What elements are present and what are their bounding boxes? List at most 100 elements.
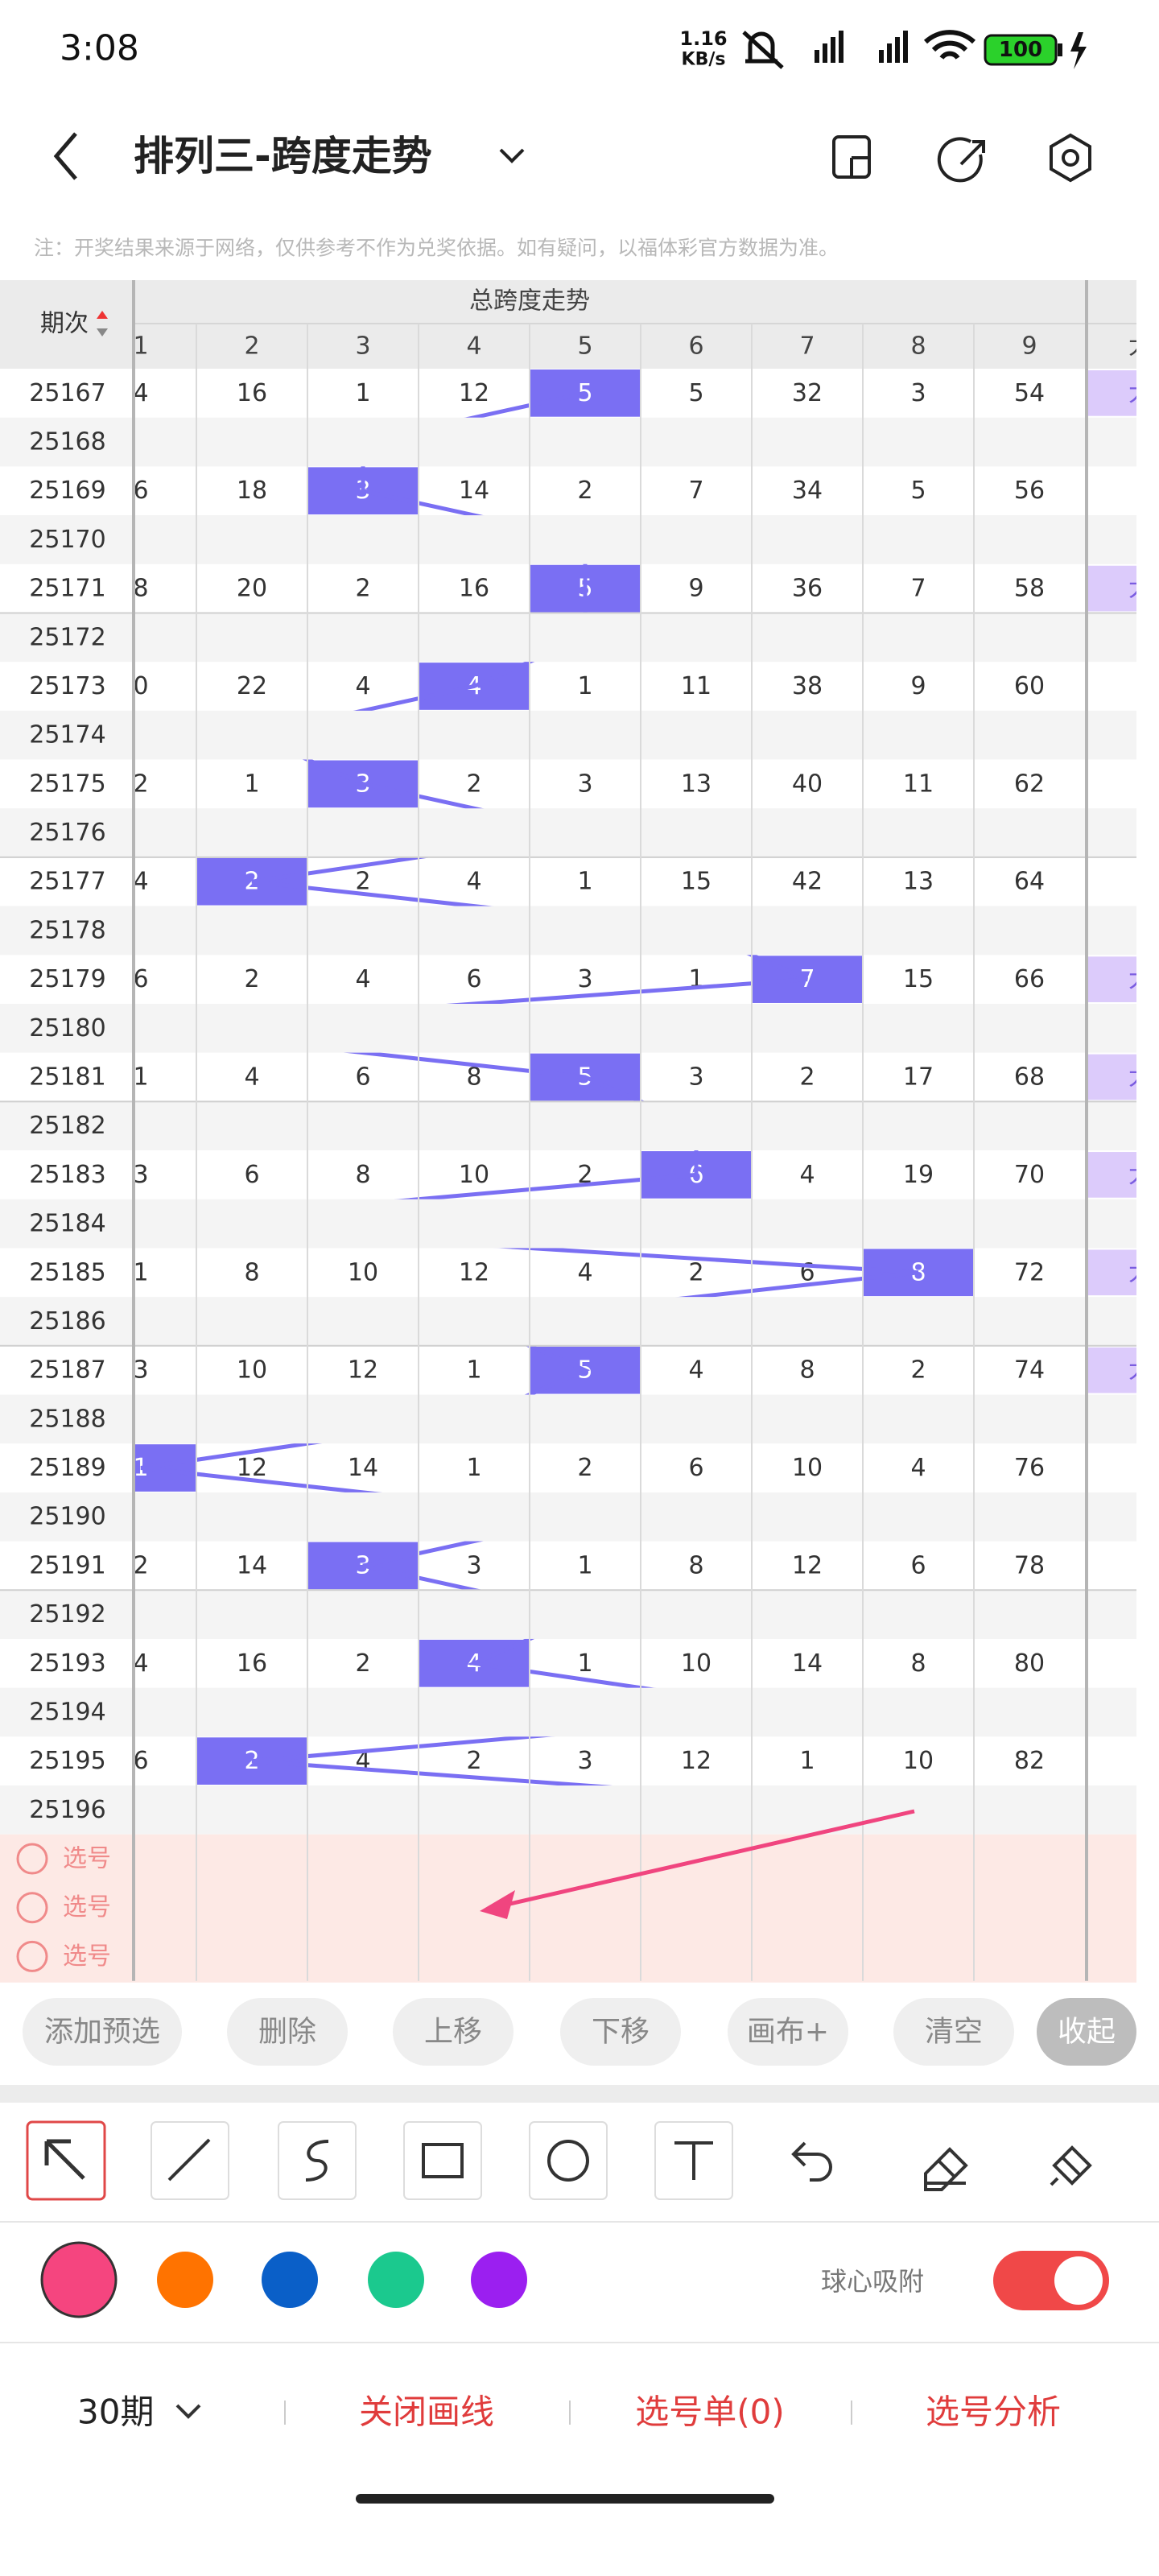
- column-header: 6: [688, 332, 703, 361]
- miss-count: 2: [577, 477, 592, 505]
- action-label[interactable]: 收起: [1058, 2016, 1116, 2049]
- miss-count: 40: [792, 770, 823, 798]
- miss-count: 1: [244, 770, 259, 798]
- miss-count: 8: [133, 575, 148, 603]
- miss-count: 12: [459, 379, 489, 407]
- title-dropdown[interactable]: [499, 148, 525, 163]
- tool-curve[interactable]: [278, 2121, 357, 2200]
- miss-count: 1: [577, 1551, 592, 1579]
- miss-count: 12: [348, 1356, 378, 1385]
- row-bg: [0, 1394, 1136, 1444]
- action-button[interactable]: [1037, 1998, 1136, 2066]
- action-label[interactable]: 画布+: [747, 2016, 829, 2049]
- action-button[interactable]: [893, 1998, 1014, 2066]
- miss-count: 2: [577, 1161, 592, 1189]
- period: 25168: [29, 428, 105, 456]
- action-button[interactable]: [23, 1998, 182, 2066]
- column-header: 5: [577, 332, 592, 361]
- period-dropdown[interactable]: [175, 2404, 201, 2419]
- period: 25193: [29, 1649, 105, 1678]
- miss-count: 7: [910, 575, 926, 603]
- miss-count: 4: [355, 965, 370, 993]
- miss-count: 16: [459, 575, 489, 603]
- tool-eraser[interactable]: [924, 2147, 968, 2191]
- sort-icon[interactable]: [97, 328, 108, 336]
- preselect-radio[interactable]: [16, 1892, 48, 1924]
- row-bg: [0, 1199, 1136, 1249]
- miss-count: 16: [237, 1649, 267, 1678]
- action-button[interactable]: [560, 1998, 681, 2066]
- color-green[interactable]: [368, 2252, 424, 2308]
- period: 25174: [29, 721, 105, 749]
- tag: 大: [1128, 1356, 1153, 1385]
- period-select[interactable]: 30期: [77, 2392, 154, 2432]
- period: 25180: [29, 1014, 105, 1042]
- miss-count: 64: [1014, 868, 1045, 896]
- period: 25172: [29, 623, 105, 651]
- miss-count: 38: [792, 672, 823, 700]
- screen-toggle-icon[interactable]: [832, 135, 871, 179]
- miss-count: 2: [355, 1649, 370, 1678]
- miss-count: 9: [688, 575, 703, 603]
- action-label[interactable]: 清空: [925, 2016, 983, 2049]
- back-button[interactable]: [53, 132, 77, 180]
- tool-line[interactable]: [151, 2121, 229, 2200]
- action-label[interactable]: 添加预选: [44, 2016, 160, 2049]
- period: 25167: [29, 379, 105, 407]
- miss-count: 2: [355, 868, 370, 896]
- color-purple[interactable]: [471, 2252, 527, 2308]
- period: 25181: [29, 1063, 105, 1092]
- tag: 大: [1128, 1063, 1153, 1092]
- column-header: 4: [466, 332, 481, 361]
- period: 25185: [29, 1258, 105, 1286]
- miss-count: 3: [688, 1063, 703, 1092]
- page-title[interactable]: 排列三-跨度走势: [134, 133, 432, 180]
- action-button[interactable]: [728, 1998, 848, 2066]
- action-label[interactable]: 下移: [592, 2016, 650, 2049]
- toggle-knob[interactable]: [1054, 2256, 1103, 2305]
- footer-button[interactable]: 选号分析: [926, 2392, 1061, 2432]
- preselect-radio[interactable]: [16, 1940, 48, 1972]
- divider-strip: [0, 2085, 1159, 2103]
- miss-count: 13: [681, 770, 711, 798]
- color-blue[interactable]: [262, 2252, 318, 2308]
- miss-count: 10: [792, 1454, 823, 1482]
- preselect-radio[interactable]: [16, 1843, 48, 1875]
- period: 25189: [29, 1454, 105, 1482]
- snap-toggle[interactable]: [993, 2251, 1109, 2310]
- tag-cell: [1088, 1054, 1136, 1100]
- share-icon[interactable]: [937, 137, 985, 183]
- period: 25190: [29, 1503, 105, 1531]
- settings-icon[interactable]: [1050, 133, 1091, 183]
- miss-count: 16: [237, 379, 267, 407]
- period: 25196: [29, 1796, 105, 1824]
- status-icons: [742, 30, 1087, 69]
- action-label[interactable]: 删除: [258, 2016, 316, 2049]
- tool-undo[interactable]: [791, 2141, 832, 2182]
- preselect-label: 选号: [63, 1845, 111, 1873]
- miss-count: 6: [910, 1551, 926, 1579]
- footer-button[interactable]: 关闭画线: [359, 2392, 494, 2432]
- color-palette: [40, 2241, 527, 2318]
- action-button[interactable]: [227, 1998, 348, 2066]
- footer-button[interactable]: 选号单(0): [635, 2392, 785, 2432]
- action-button[interactable]: [393, 1998, 514, 2066]
- column-header: 3: [355, 332, 370, 361]
- color-pink[interactable]: [40, 2241, 118, 2318]
- row-bg: [0, 515, 1136, 564]
- tool-select[interactable]: [26, 2120, 106, 2201]
- action-label[interactable]: 上移: [424, 2016, 482, 2049]
- period-header: 期次: [40, 310, 89, 338]
- snap-label: 球心吸附: [821, 2266, 924, 2297]
- tool-rect[interactable]: [403, 2121, 482, 2200]
- sort-icon[interactable]: [97, 311, 108, 319]
- period: 25183: [29, 1161, 105, 1189]
- tool-text[interactable]: [654, 2121, 733, 2200]
- miss-count: 4: [244, 1063, 259, 1092]
- drawn-arrow: [480, 1809, 915, 1919]
- tool-circle[interactable]: [529, 2121, 608, 2200]
- row-bg: [0, 1101, 1136, 1151]
- color-orange[interactable]: [157, 2252, 213, 2308]
- tool-clear[interactable]: [1050, 2145, 1092, 2186]
